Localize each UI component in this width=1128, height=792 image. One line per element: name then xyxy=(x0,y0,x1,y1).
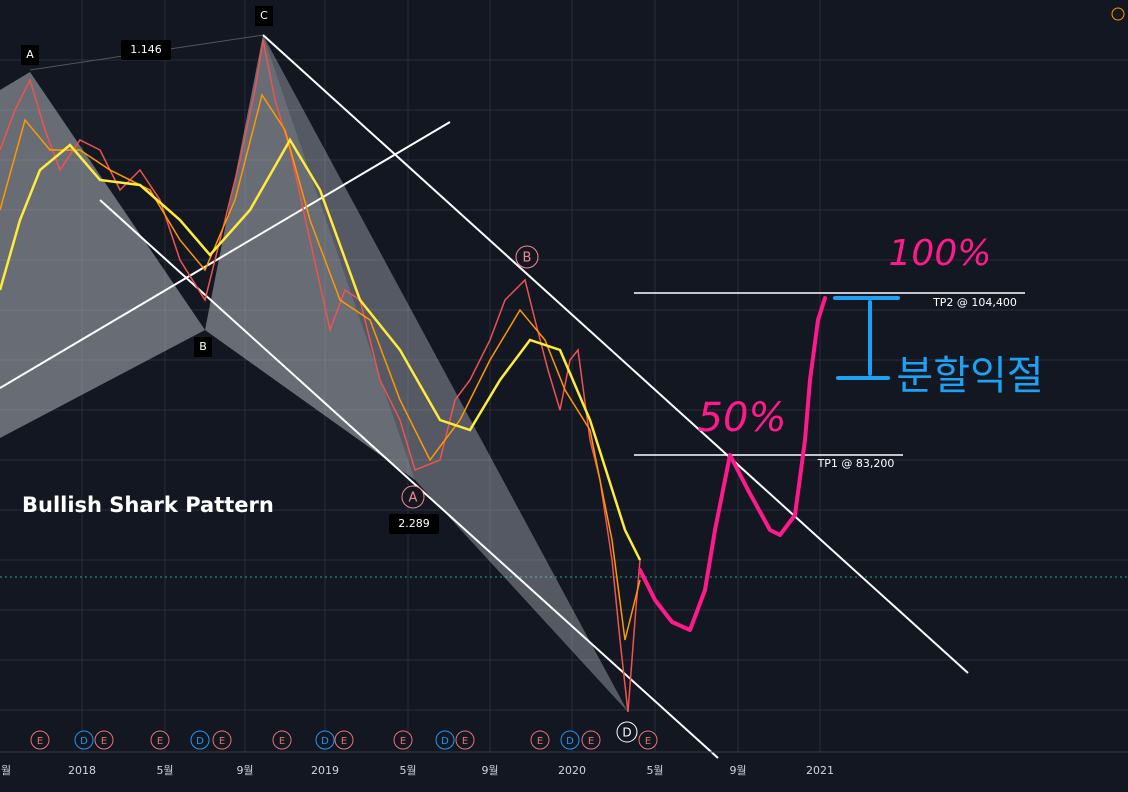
time-tick-label: 9월 xyxy=(481,764,498,777)
ratio-label: 2.289 xyxy=(398,517,430,530)
time-tick-label: 9월 xyxy=(236,764,253,777)
ma-slow xyxy=(0,137,642,561)
event-circle xyxy=(315,730,335,750)
handwritten-note: 50% xyxy=(698,395,787,441)
handwritten-note: 분할익절 xyxy=(896,353,1043,399)
event-circle xyxy=(455,730,475,750)
ratio-box xyxy=(121,40,171,60)
point-box xyxy=(21,45,39,65)
trend-lines xyxy=(0,34,1025,759)
time-tick-label: 9월 xyxy=(729,764,746,777)
point-box xyxy=(255,6,273,26)
event-label: E xyxy=(645,736,651,747)
event-label: E xyxy=(588,736,594,747)
grid xyxy=(0,0,1128,752)
time-tick-label: 2020 xyxy=(558,764,586,777)
pivot-circle xyxy=(616,721,638,743)
event-label: D xyxy=(441,736,449,747)
target-label: TP2 @ 104,400 xyxy=(932,296,1017,309)
point-label: C xyxy=(260,9,268,22)
event-circle xyxy=(30,730,50,750)
time-tick-label: 2018 xyxy=(68,764,96,777)
event-label: E xyxy=(157,736,163,747)
event-circle xyxy=(212,730,232,750)
point-label: A xyxy=(26,48,34,61)
handwriting-shapes xyxy=(638,296,900,632)
time-tick-label: 5월 xyxy=(399,764,416,777)
point-label: B xyxy=(199,340,207,353)
event-label: E xyxy=(37,736,43,747)
event-label: E xyxy=(279,736,285,747)
event-circle xyxy=(74,730,94,750)
event-circle xyxy=(560,730,580,750)
event-circle xyxy=(272,730,292,750)
event-label: E xyxy=(219,736,225,747)
event-circle xyxy=(530,730,550,750)
event-label: E xyxy=(400,736,406,747)
pivot-circle xyxy=(515,245,539,269)
ratio-box xyxy=(389,514,439,534)
event-circle xyxy=(94,730,114,750)
event-circle xyxy=(638,730,658,750)
event-circle xyxy=(334,730,354,750)
pivot-label: A xyxy=(409,491,418,506)
ma-fast xyxy=(0,93,641,641)
time-tick-label: 5월 xyxy=(646,764,663,777)
event-label: E xyxy=(462,736,468,747)
pattern-title: Bullish Shark Pattern xyxy=(22,493,274,517)
ratio-label: 1.146 xyxy=(130,43,162,56)
time-tick-label: 2019 xyxy=(311,764,339,777)
event-circle xyxy=(393,730,413,750)
event-label: E xyxy=(341,736,347,747)
target-label: TP1 @ 83,200 xyxy=(817,457,895,470)
time-axis: 월 2018 5월 9월 2019 5월 9월 2020 5월 9월 2021 xyxy=(1,764,834,777)
time-tick-label: 2021 xyxy=(806,764,834,777)
time-tick-label: 월 xyxy=(1,764,11,777)
time-tick-label: 5월 xyxy=(156,764,173,777)
pivot-label: D xyxy=(622,726,631,740)
event-label: D xyxy=(196,736,204,747)
event-label: E xyxy=(101,736,107,747)
pivot-label: B xyxy=(523,251,532,266)
pattern-areas xyxy=(0,35,628,712)
pivot-circle xyxy=(401,485,425,509)
event-circle xyxy=(150,730,170,750)
event-label: D xyxy=(80,736,88,747)
event-circle xyxy=(190,730,210,750)
point-box xyxy=(194,337,212,357)
event-label: E xyxy=(537,736,543,747)
event-label: D xyxy=(321,736,329,747)
event-label: D xyxy=(566,736,574,747)
handwritten-note: 100% xyxy=(889,233,992,274)
alert-icon xyxy=(1111,7,1125,21)
event-circle xyxy=(581,730,601,750)
event-circle xyxy=(435,730,455,750)
